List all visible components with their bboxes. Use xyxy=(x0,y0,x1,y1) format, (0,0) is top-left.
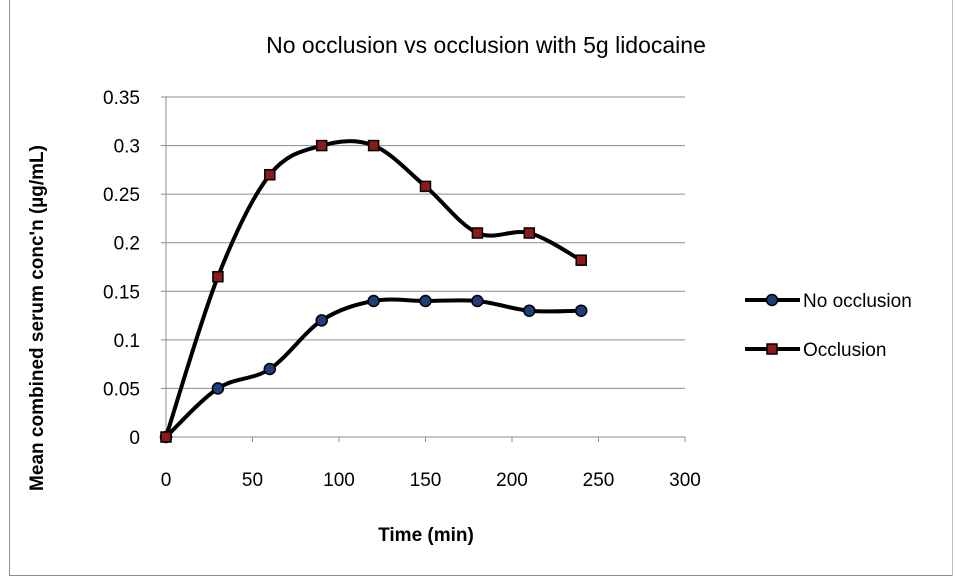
series-layer xyxy=(159,139,588,444)
x-axis-title: Time (min) xyxy=(378,525,474,546)
legend: No occlusion Occlusion xyxy=(745,291,912,361)
data-point xyxy=(471,294,484,308)
chart-title: No occlusion vs occlusion with 5g lidoca… xyxy=(266,32,706,58)
data-point xyxy=(263,362,277,376)
axes xyxy=(161,96,686,442)
x-axis-tick-labels: 0 50 100 150 200 250 300 xyxy=(161,470,701,491)
legend-marker xyxy=(766,343,778,355)
x-tick-label: 200 xyxy=(496,470,528,491)
x-tick-label: 300 xyxy=(669,470,701,491)
y-tick-label: 0.2 xyxy=(114,234,140,255)
y-tick-label: 0 xyxy=(129,428,140,449)
data-point xyxy=(419,180,432,193)
gridlines xyxy=(166,96,685,389)
legend-item: No occlusion xyxy=(745,291,912,312)
y-tick-label: 0.25 xyxy=(103,185,140,206)
y-tick-label: 0.15 xyxy=(103,282,140,303)
legend-label: No occlusion xyxy=(803,291,912,312)
data-point xyxy=(212,270,224,283)
y-tick-label: 0.1 xyxy=(114,331,140,352)
y-axis-tick-labels: 0 0.05 0.1 0.15 0.2 0.25 0.3 0.35 xyxy=(103,88,140,449)
data-point xyxy=(367,294,380,308)
data-point xyxy=(264,168,276,181)
series-line xyxy=(164,297,584,439)
series-line xyxy=(164,139,584,439)
y-tick-label: 0.3 xyxy=(114,137,140,158)
x-tick-label: 250 xyxy=(583,470,615,491)
y-axis-title: Mean combined serum conc'n (µg/mL) xyxy=(27,145,48,491)
data-point xyxy=(574,304,588,317)
x-tick-label: 0 xyxy=(161,470,172,491)
data-point xyxy=(575,254,587,266)
x-tick-label: 50 xyxy=(242,470,263,491)
data-point xyxy=(160,431,172,443)
data-point xyxy=(523,227,536,239)
data-point xyxy=(471,227,484,239)
data-point xyxy=(523,304,536,317)
x-tick-label: 150 xyxy=(410,470,442,491)
data-point xyxy=(315,139,328,152)
x-tick-label: 100 xyxy=(323,470,355,491)
y-tick-label: 0.05 xyxy=(103,379,140,400)
series-occlusion xyxy=(160,139,587,443)
legend-item: Occlusion xyxy=(745,340,886,361)
data-point xyxy=(419,294,432,308)
data-point xyxy=(211,382,225,395)
legend-label: Occlusion xyxy=(803,340,886,361)
legend-marker xyxy=(765,293,779,307)
data-point xyxy=(367,139,380,152)
y-tick-label: 0.35 xyxy=(103,88,140,109)
series-no-occlusion xyxy=(159,294,588,444)
data-point xyxy=(315,314,328,327)
